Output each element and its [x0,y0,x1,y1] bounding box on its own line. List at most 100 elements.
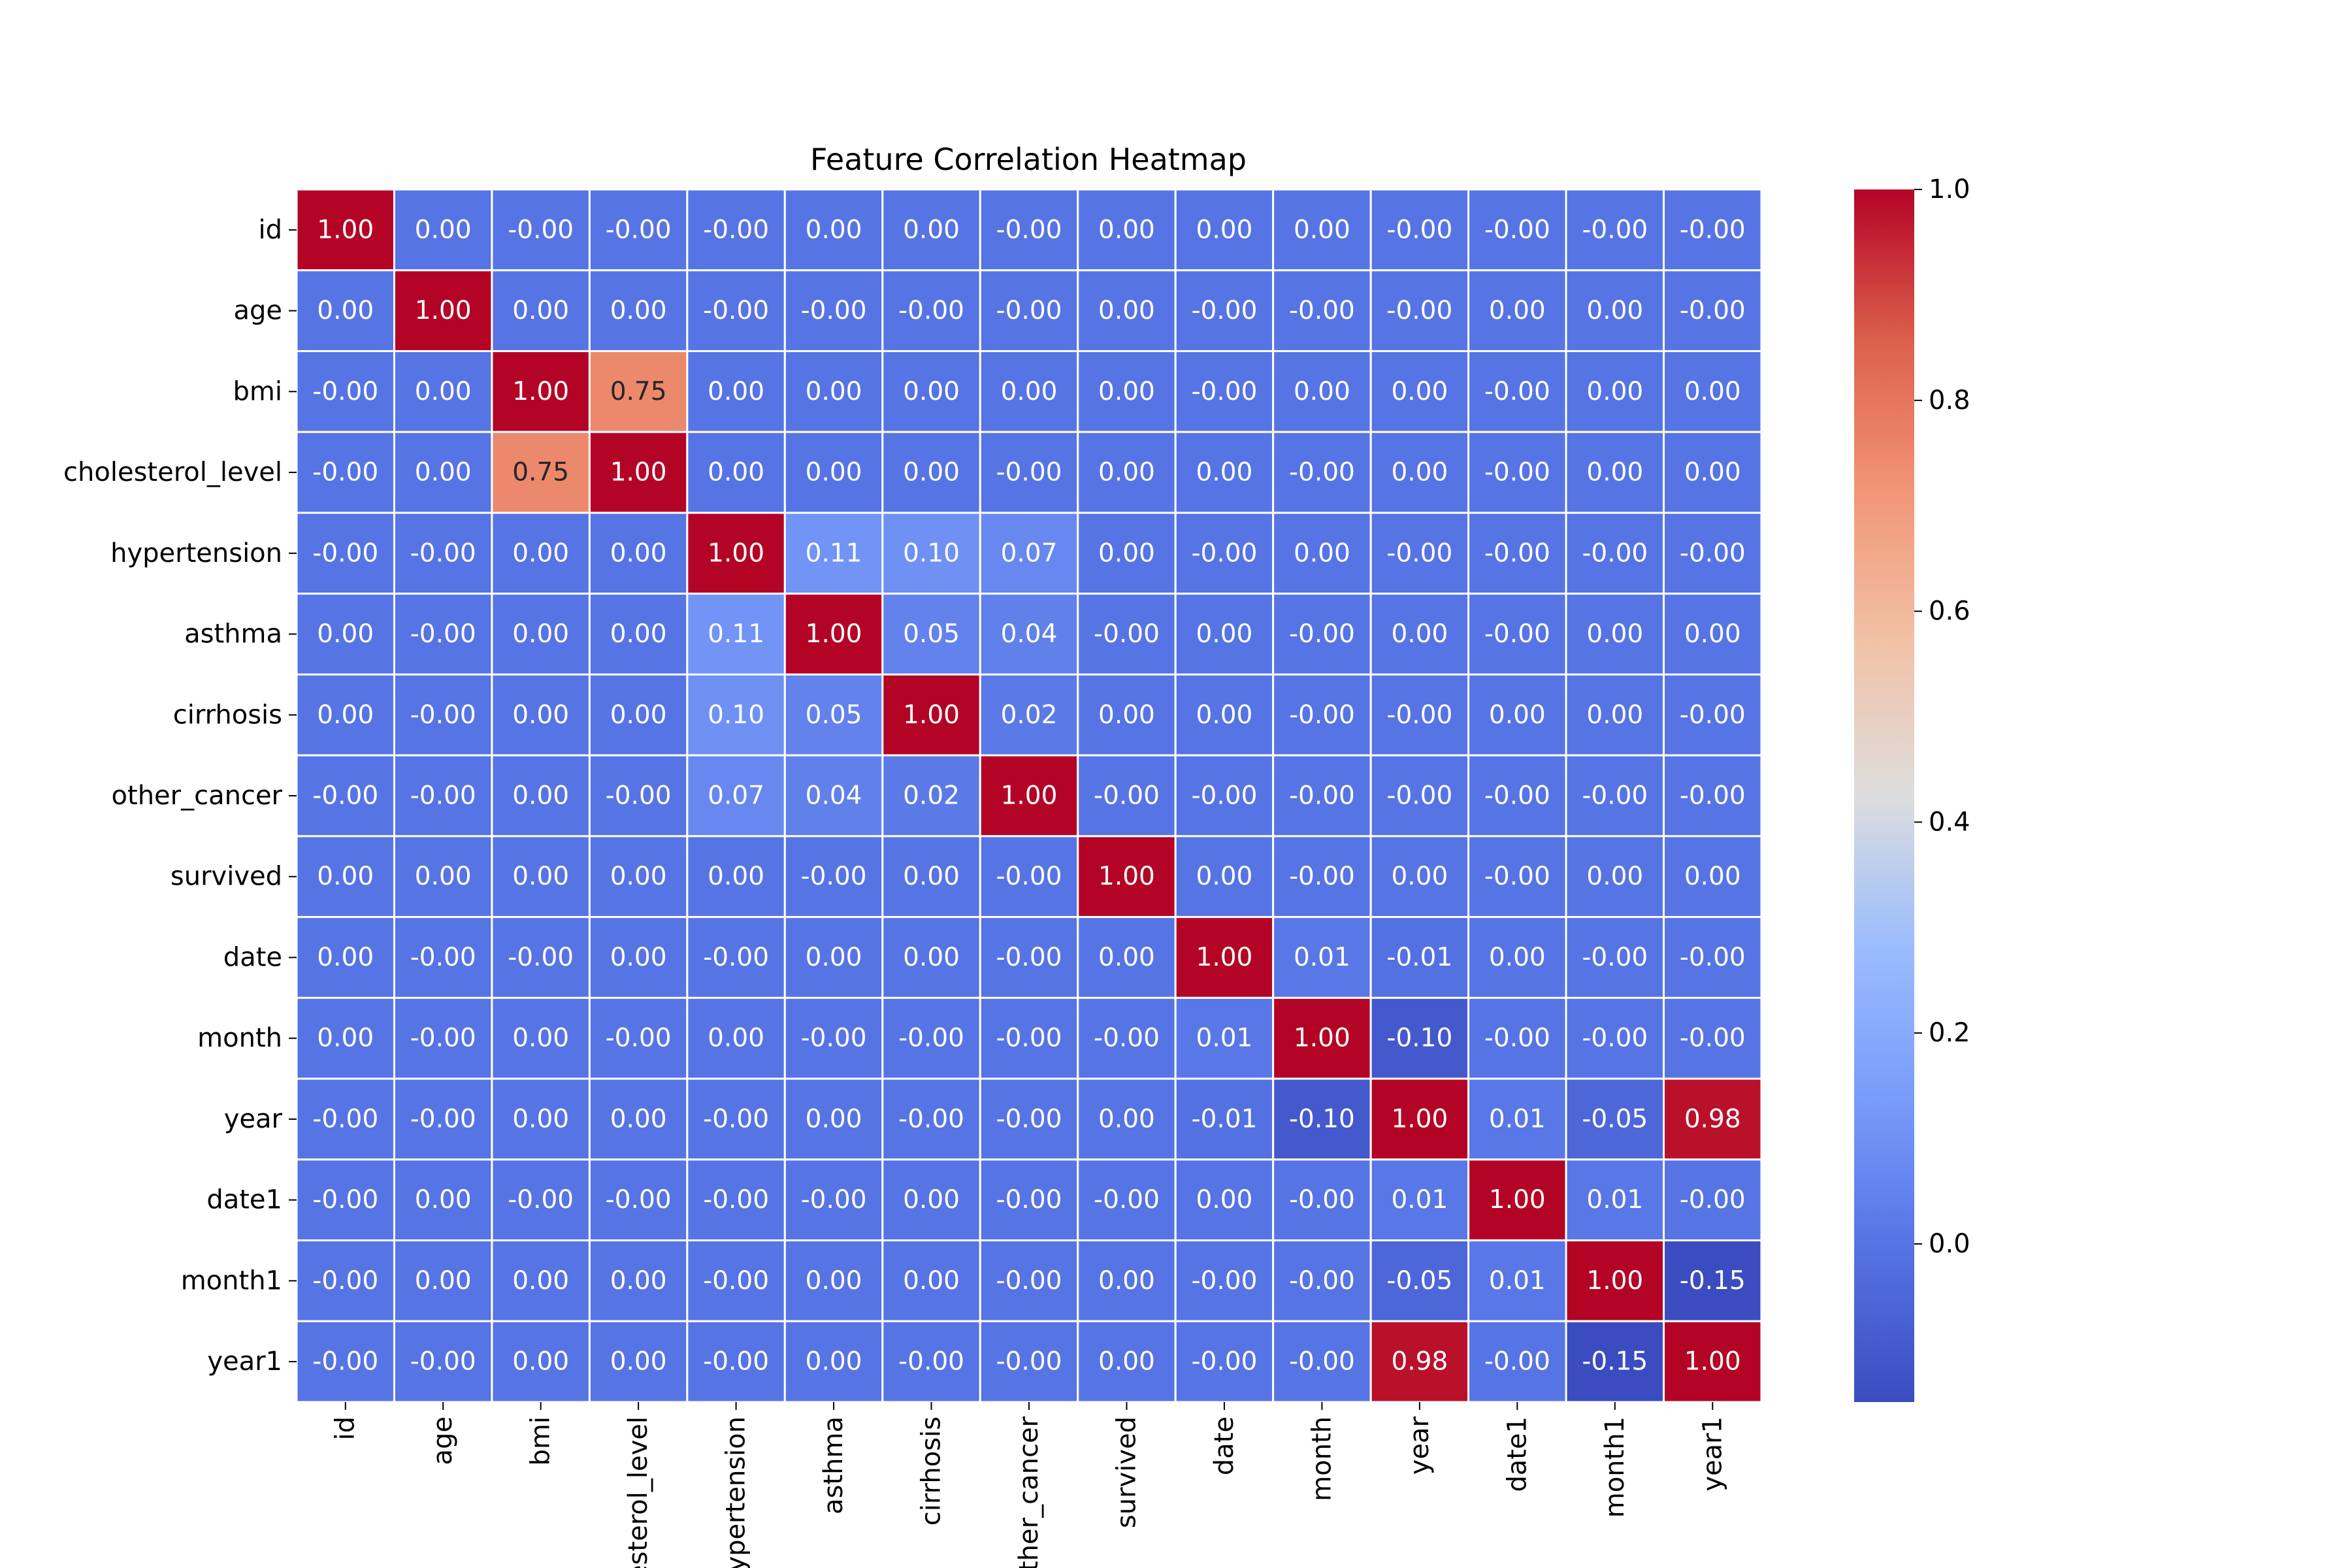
heatmap-cell [881,673,981,757]
cell-value-label: -0.00 [996,296,1062,325]
heatmap-cell [979,835,1079,919]
cell-value-label: -0.00 [312,1104,378,1134]
heatmap-cell [491,1077,591,1161]
heatmap-cell [881,350,981,433]
cell-value-label: 0.01 [1196,1024,1253,1053]
cell-value-label: -0.00 [1191,1347,1257,1377]
cell-value-label: -0.15 [1680,1266,1746,1296]
cell-value-label: 0.00 [1001,377,1058,406]
cell-value-label: 0.00 [415,458,472,487]
cell-value-label: 0.00 [1586,619,1643,649]
cell-value-label: -0.00 [606,215,672,244]
cell-value-label: 0.00 [610,619,667,649]
cell-value-label: 0.00 [317,1024,374,1053]
heatmap-cell [491,269,591,352]
heatmap-cell [1174,996,1275,1080]
x-tick-label: age [428,1416,458,1465]
cell-value-label: 0.07 [1001,538,1058,568]
heatmap-cell [1272,996,1372,1080]
cell-value-label: 0.00 [1196,1185,1253,1215]
y-tick-label: month [197,1023,282,1053]
cell-value-label: -0.00 [312,781,378,811]
cell-value-label: 0.00 [610,700,667,730]
heatmap-cell [588,835,689,919]
heatmap-cell [1174,593,1275,676]
heatmap-cell [881,835,981,919]
x-tick-label: id [331,1416,361,1441]
heatmap-cell [1077,512,1177,595]
heatmap-cell [686,431,786,514]
heatmap-cell [295,188,395,272]
heatmap-cell [1272,1158,1372,1242]
cell-value-label: 0.00 [610,1347,667,1377]
cell-value-label: 0.05 [806,700,862,730]
cell-value-label: 0.02 [1001,700,1058,730]
cell-value-label: 0.00 [903,1266,960,1296]
cell-value-label: -0.00 [1680,296,1746,325]
cell-value-label: -0.00 [410,700,476,730]
cell-value-label: -0.00 [312,1347,378,1377]
cell-value-label: -0.00 [1191,377,1257,406]
y-axis: id age bmi cholesterol_level hypertension ast… [63,215,297,1377]
heatmap-cell [783,673,884,757]
heatmap-cell [1565,431,1665,514]
heatmap-cell [491,835,591,919]
x-tick-label: month1 [1600,1416,1630,1518]
cell-value-label: 0.00 [1684,377,1741,406]
cell-value-label: 1.00 [1294,1024,1350,1053]
cell-value-label: 0.11 [806,538,862,568]
cell-value-label: 1.00 [1001,781,1058,811]
heatmap-cell [393,431,493,514]
cell-value-label: 1.00 [1098,862,1155,891]
heatmap-cell [881,916,981,999]
cell-value-label: -0.00 [996,1185,1062,1215]
cell-value-label: 0.00 [806,943,862,972]
heatmap-cell [1369,916,1470,999]
cell-value-label: -0.00 [1094,619,1160,649]
cell-value-label: -0.00 [1680,781,1746,811]
heatmap-cell [295,1077,395,1161]
heatmap-cell [1077,673,1177,757]
cell-value-label: 0.00 [1684,458,1741,487]
heatmap-cell [491,754,591,838]
cell-value-label: 0.00 [903,377,960,406]
heatmap-cell [588,1239,689,1322]
cell-value-label: 0.00 [512,538,569,568]
cell-value-label: 0.00 [806,1347,862,1377]
cell-value-label: 0.10 [708,700,764,730]
heatmap-cell [1272,1077,1372,1161]
cell-value-label: -0.00 [801,862,867,891]
heatmap-cell [491,593,591,676]
cell-value-label: 0.00 [806,1266,862,1296]
heatmap-cell [1467,593,1567,676]
heatmap-cell [1369,1320,1470,1403]
cell-value-label: -0.00 [1289,700,1355,730]
heatmap-cell [1077,593,1177,676]
cell-value-label: 0.00 [610,538,667,568]
y-tick-label: bmi [233,376,282,406]
cell-value-label: 0.00 [806,458,862,487]
cell-value-label: 0.04 [806,781,862,811]
cell-value-label: -0.00 [996,1024,1062,1053]
heatmap-cell [588,431,689,514]
heatmap-cell [979,593,1079,676]
heatmap-cell [1077,1158,1177,1242]
heatmap-cell [686,996,786,1080]
cell-value-label: 0.00 [1098,943,1155,972]
cell-value-label: 0.00 [1391,458,1448,487]
heatmap-cell [1077,350,1177,433]
heatmap-cell [295,593,395,676]
cell-value-label: -0.00 [312,458,378,487]
cell-value-label: 0.01 [1391,1185,1448,1215]
cell-value-label: -0.00 [996,1347,1062,1377]
cell-value-label: 0.00 [1098,296,1155,325]
heatmap-cell [1272,835,1372,919]
cell-value-label: -0.00 [410,1347,476,1377]
cell-value-label: -0.00 [606,1185,672,1215]
heatmap-cell [1663,269,1763,352]
cell-value-label: -0.00 [1386,700,1452,730]
cell-value-label: -0.00 [1484,538,1550,568]
colorbar-tick-label: 0.4 [1929,807,1970,837]
cell-value-label: 0.75 [512,458,569,487]
cell-value-label: -0.00 [996,458,1062,487]
